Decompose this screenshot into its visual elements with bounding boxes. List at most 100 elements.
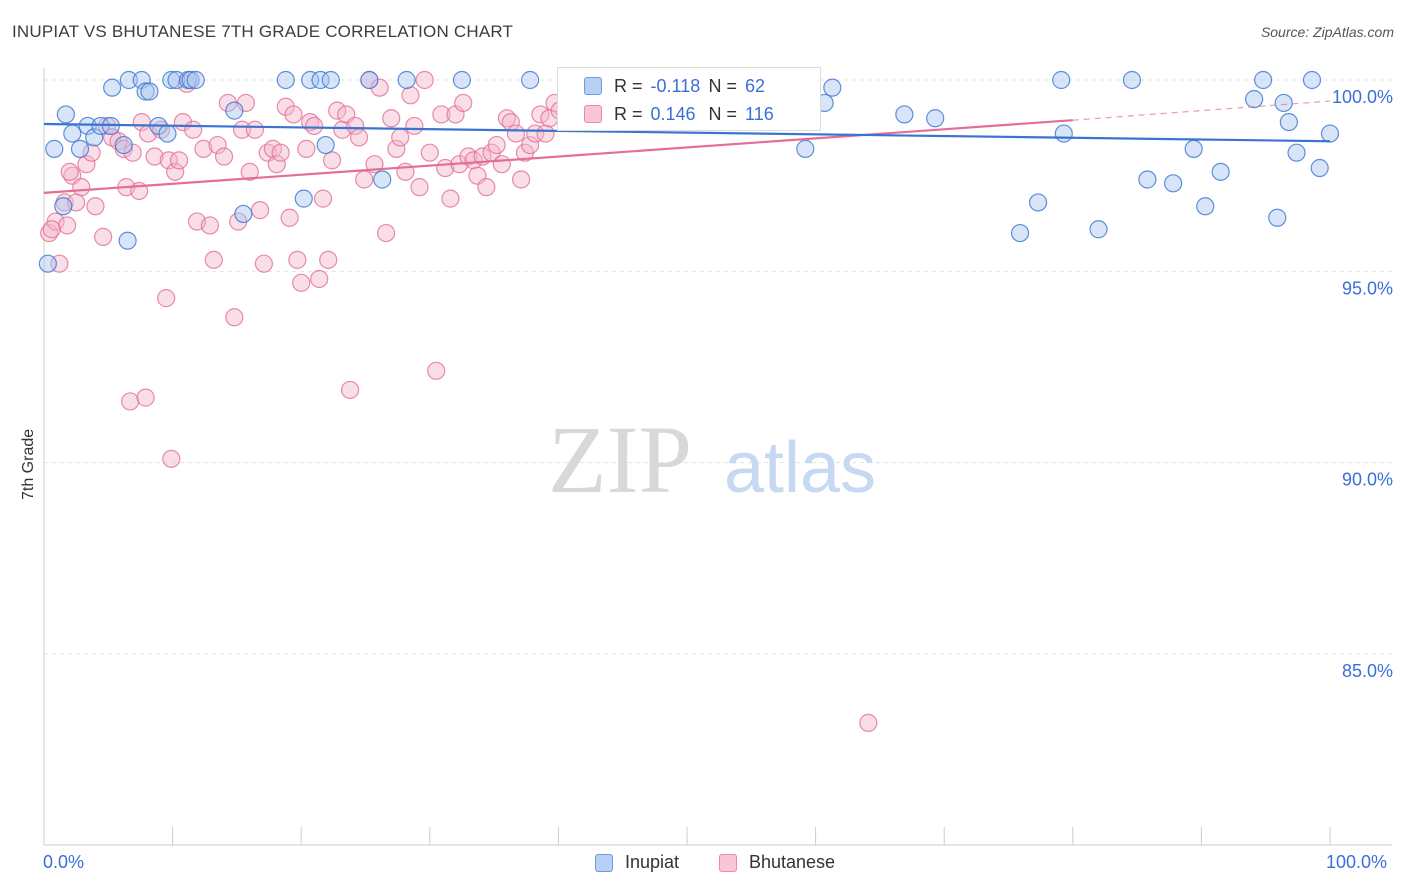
- data-point-bhutanese: [267, 155, 286, 174]
- data-point-bhutanese: [464, 151, 483, 170]
- data-point-inupiat: [78, 116, 97, 136]
- trend-line-bhutanese-extension: [1072, 100, 1331, 121]
- data-point-inupiat: [136, 82, 155, 101]
- series-inupiat-points: [38, 70, 1340, 273]
- data-point-inupiat: [186, 70, 205, 90]
- legend-n-value-inupiat: 62: [745, 75, 766, 96]
- trend-line-inupiat: [43, 122, 1331, 143]
- data-point-bhutanese: [60, 162, 79, 181]
- data-point-inupiat: [301, 70, 320, 90]
- data-point-inupiat: [1320, 124, 1340, 143]
- data-point-bhutanese: [427, 361, 446, 380]
- data-point-inupiat: [397, 70, 416, 90]
- legend-r-value-bhutanese: 0.146: [650, 103, 696, 124]
- data-point-bhutanese: [297, 139, 316, 158]
- data-point-bhutanese: [492, 155, 511, 174]
- legend-swatch-bhutanese: [719, 853, 737, 872]
- data-point-inupiat: [1310, 158, 1329, 178]
- legend-label-inupiat: Inupiat: [625, 852, 680, 872]
- data-point-bhutanese: [322, 151, 342, 170]
- legend-item-inupiat: Inupiat: [595, 852, 679, 873]
- data-point-inupiat: [181, 70, 200, 90]
- data-point-bhutanese: [157, 289, 176, 308]
- data-point-bhutanese: [271, 143, 290, 162]
- data-point-inupiat: [1287, 143, 1306, 162]
- data-point-bhutanese: [487, 135, 506, 155]
- y-tick-label: 100.0%: [1332, 87, 1393, 107]
- data-point-bhutanese: [284, 105, 303, 124]
- x-tick-label-max: 100.0%: [1326, 852, 1388, 872]
- data-point-bhutanese: [319, 250, 338, 269]
- y-tick-label: 90.0%: [1342, 470, 1393, 490]
- data-point-bhutanese: [477, 178, 496, 197]
- data-point-inupiat: [70, 139, 90, 158]
- data-point-bhutanese: [506, 124, 526, 143]
- legend-label-bhutanese: Bhutanese: [749, 852, 836, 872]
- legend-r-label: R =: [614, 103, 643, 124]
- data-point-bhutanese: [240, 162, 259, 181]
- legend-swatch-bhutanese: [584, 105, 602, 123]
- data-point-bhutanese: [136, 388, 155, 407]
- y-tick-label: 85.0%: [1342, 661, 1393, 681]
- chart-title: INUPIAT VS BHUTANESE 7TH GRADE CORRELATI…: [12, 22, 514, 41]
- data-point-inupiat: [1279, 112, 1298, 132]
- data-point-bhutanese: [410, 178, 429, 197]
- data-point-inupiat: [316, 135, 335, 155]
- data-point-bhutanese: [200, 216, 219, 235]
- data-point-inupiat: [294, 189, 313, 208]
- data-point-bhutanese: [245, 120, 265, 139]
- data-point-bhutanese: [521, 135, 540, 155]
- legend-swatch-inupiat: [595, 853, 613, 872]
- data-point-inupiat: [1254, 70, 1273, 90]
- data-point-bhutanese: [254, 254, 274, 273]
- legend-swatch-inupiat: [584, 77, 602, 95]
- data-point-bhutanese: [454, 93, 473, 113]
- data-point-inupiat: [1052, 70, 1071, 90]
- data-point-inupiat: [1010, 223, 1030, 243]
- data-point-bhutanese: [370, 78, 389, 97]
- data-point-bhutanese: [145, 147, 164, 166]
- data-point-bhutanese: [288, 250, 307, 269]
- data-point-bhutanese: [169, 151, 189, 170]
- series-legend: Inupiat Bhutanese: [0, 852, 1406, 876]
- data-point-bhutanese: [77, 155, 96, 174]
- data-point-inupiat: [119, 70, 138, 90]
- data-point-inupiat: [926, 109, 945, 128]
- watermark-zip: ZIP: [548, 406, 692, 513]
- data-point-inupiat: [234, 204, 253, 224]
- data-point-inupiat: [373, 170, 392, 189]
- data-point-inupiat: [1089, 220, 1108, 239]
- data-point-bhutanese: [86, 197, 105, 216]
- data-point-inupiat: [158, 124, 177, 143]
- data-point-bhutanese: [42, 220, 61, 239]
- data-point-inupiat: [521, 70, 540, 90]
- data-point-inupiat: [103, 78, 122, 97]
- legend-n-value-bhutanese: 116: [745, 103, 774, 124]
- data-point-bhutanese: [114, 139, 133, 158]
- data-point-inupiat: [56, 105, 75, 124]
- data-point-bhutanese: [280, 208, 299, 227]
- y-tick-labels: 100.0% 95.0% 90.0% 85.0%: [1332, 87, 1393, 681]
- data-point-bhutanese: [72, 178, 91, 197]
- legend-item-bhutanese: Bhutanese: [719, 852, 835, 873]
- data-point-inupiat: [1164, 174, 1183, 193]
- data-point-inupiat: [85, 128, 104, 147]
- data-point-inupiat: [452, 70, 472, 90]
- data-point-inupiat: [1274, 93, 1293, 113]
- data-point-inupiat: [63, 124, 82, 143]
- data-point-inupiat: [1211, 162, 1230, 181]
- data-point-inupiat: [140, 82, 159, 101]
- data-point-bhutanese: [194, 139, 213, 158]
- data-point-bhutanese: [340, 380, 360, 400]
- data-point-bhutanese: [58, 216, 77, 235]
- data-point-bhutanese: [420, 143, 439, 162]
- data-point-bhutanese: [313, 189, 333, 208]
- data-point-inupiat: [360, 70, 379, 90]
- data-point-bhutanese: [391, 128, 410, 147]
- data-point-bhutanese: [94, 227, 113, 246]
- data-point-bhutanese: [432, 105, 451, 124]
- data-point-bhutanese: [526, 124, 545, 143]
- data-point-bhutanese: [346, 116, 365, 136]
- data-point-inupiat: [1196, 197, 1215, 216]
